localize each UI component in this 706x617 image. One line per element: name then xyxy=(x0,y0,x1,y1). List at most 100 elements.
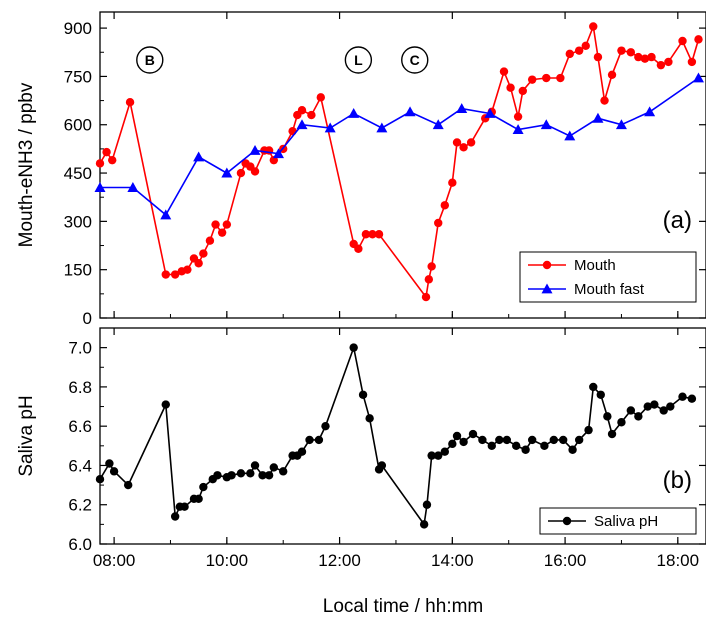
legend-box xyxy=(519,251,697,303)
annotation-label: C xyxy=(410,52,420,68)
data-point xyxy=(603,412,612,421)
data-point xyxy=(377,461,387,470)
data-point xyxy=(589,22,598,31)
data-point xyxy=(644,106,656,117)
data-point xyxy=(193,151,205,162)
data-point xyxy=(227,471,236,480)
panel-a-axes: 0 150 300 450 600 750 900 xyxy=(64,12,706,328)
x-tick-label: 12:00 xyxy=(318,551,361,570)
x-tick-label: 18:00 xyxy=(657,551,700,570)
data-point xyxy=(250,461,260,470)
series-line-saliva-ph xyxy=(99,344,693,527)
data-point xyxy=(542,73,551,83)
panel-b-legend: Saliva pH xyxy=(539,507,697,535)
data-point xyxy=(687,394,697,403)
y-tick-label: 6.6 xyxy=(68,417,92,436)
data-point xyxy=(656,60,666,70)
data-point xyxy=(264,471,274,480)
data-point xyxy=(358,390,368,399)
data-point xyxy=(105,459,114,468)
data-point xyxy=(183,265,192,274)
data-point xyxy=(258,471,267,480)
data-point xyxy=(574,435,584,445)
data-point xyxy=(615,119,627,130)
data-point xyxy=(419,520,429,529)
data-point xyxy=(478,435,487,445)
data-point xyxy=(205,236,215,245)
data-point xyxy=(687,57,697,67)
data-point xyxy=(314,435,324,445)
data-point xyxy=(440,447,450,456)
data-point xyxy=(180,502,189,511)
data-point xyxy=(617,46,626,55)
data-point xyxy=(170,270,180,279)
panel-b-ylabel: Saliva pH xyxy=(16,395,37,476)
y-tick-label: 900 xyxy=(64,19,92,38)
data-point xyxy=(95,475,105,484)
data-point xyxy=(161,270,170,279)
data-point xyxy=(527,75,537,84)
data-point xyxy=(374,230,384,239)
data-point xyxy=(434,451,443,460)
data-point xyxy=(297,106,307,115)
data-point xyxy=(459,437,468,447)
data-point xyxy=(643,402,652,411)
data-point xyxy=(596,390,605,399)
panel-b-label: (b) xyxy=(663,467,692,494)
data-point xyxy=(199,249,208,258)
panel-a: 0 150 300 450 600 750 900 B L C (a) Mouth-eNH3 /… xyxy=(16,11,706,328)
data-point xyxy=(321,421,330,431)
data-point xyxy=(495,435,504,445)
panel-b-frame xyxy=(99,327,706,545)
data-point xyxy=(368,230,377,239)
data-point xyxy=(581,41,590,51)
x-tick-label: 10:00 xyxy=(206,551,249,570)
data-point xyxy=(452,138,462,147)
data-point xyxy=(484,107,496,118)
data-point xyxy=(279,467,288,476)
data-point xyxy=(194,494,203,504)
y-tick-label: 0 xyxy=(83,309,92,328)
data-point xyxy=(521,445,530,454)
legend-marker xyxy=(541,283,553,294)
data-point xyxy=(102,147,111,157)
data-point xyxy=(213,471,222,480)
data-point xyxy=(199,482,208,492)
data-point xyxy=(499,67,509,76)
data-point xyxy=(694,35,703,44)
data-point xyxy=(506,83,515,92)
data-point xyxy=(452,431,462,441)
data-point xyxy=(404,106,416,117)
y-tick-label: 750 xyxy=(64,67,92,86)
data-point xyxy=(584,425,593,435)
y-tick-label: 6.4 xyxy=(68,456,92,475)
data-point xyxy=(305,435,314,445)
data-point xyxy=(161,400,170,409)
data-point xyxy=(564,130,576,141)
data-point xyxy=(123,480,133,490)
data-point xyxy=(512,441,521,451)
data-point xyxy=(502,435,512,445)
data-point xyxy=(456,103,468,114)
data-point xyxy=(568,445,577,454)
data-point xyxy=(246,469,255,478)
legend-label: Saliva pH xyxy=(594,513,658,530)
data-point xyxy=(361,230,371,239)
data-point xyxy=(211,220,220,229)
data-point xyxy=(365,414,374,423)
data-point xyxy=(540,441,549,451)
panel-a-label: (a) xyxy=(663,207,692,234)
data-point xyxy=(95,159,105,168)
data-point xyxy=(459,143,468,152)
y-tick-label: 6.8 xyxy=(68,378,92,397)
data-point xyxy=(607,70,617,80)
y-tick-label: 7.0 xyxy=(68,339,92,358)
data-point xyxy=(109,467,119,476)
panel-b-series xyxy=(95,343,697,529)
data-point xyxy=(421,292,431,302)
data-point xyxy=(664,57,673,67)
data-point xyxy=(249,145,261,155)
data-point xyxy=(427,451,436,460)
data-point xyxy=(434,218,443,228)
